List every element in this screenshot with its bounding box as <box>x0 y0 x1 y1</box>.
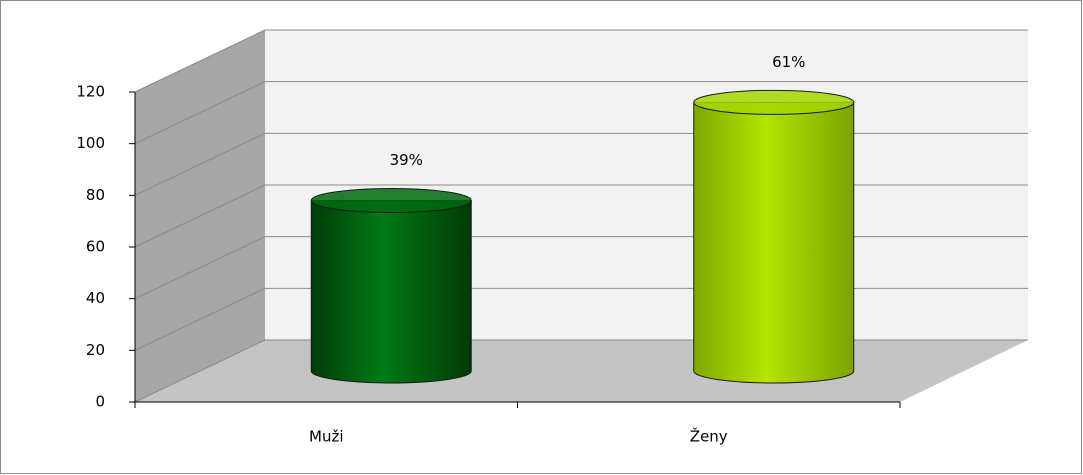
x-tick-label: Ženy <box>690 427 728 446</box>
cylinder-body <box>310 200 472 384</box>
data-label: 61% <box>772 53 805 71</box>
grid-line <box>134 81 266 145</box>
grid-line <box>134 339 266 403</box>
floor <box>135 340 1028 402</box>
grid-line <box>134 132 266 196</box>
cylinder-body <box>693 101 855 384</box>
cylinder-top <box>310 188 472 213</box>
grid-line <box>134 184 266 248</box>
cylinder-top <box>693 89 855 115</box>
grid-line <box>134 287 266 351</box>
y-tick-label: 120 <box>76 83 105 101</box>
data-label: 39% <box>390 151 423 169</box>
y-tick-label: 100 <box>76 134 105 152</box>
y-tick-label: 60 <box>86 238 105 256</box>
y-tick-label: 40 <box>86 289 105 307</box>
x-tick-label: Muži <box>309 428 344 446</box>
y-tick-label: 20 <box>86 341 105 359</box>
grid-line <box>134 236 266 300</box>
y-tick-label: 80 <box>86 186 105 204</box>
grid-line <box>134 29 266 93</box>
y-tick-label: 0 <box>95 393 105 411</box>
